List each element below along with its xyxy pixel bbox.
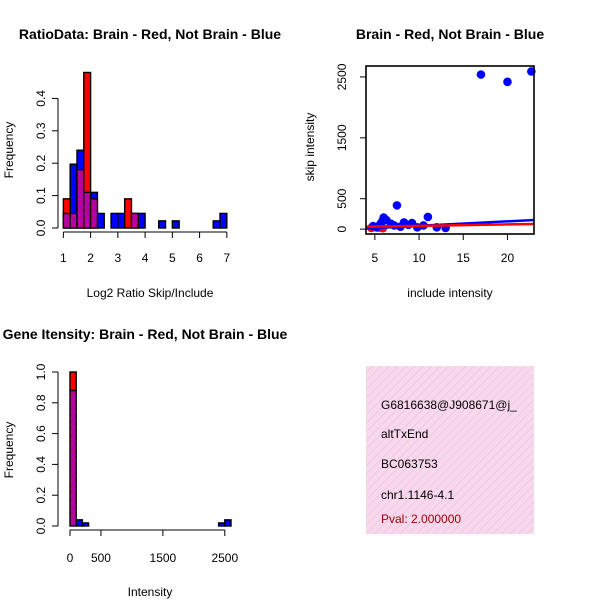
intensity-x-tick-label-3: 2500 — [211, 551, 238, 565]
intensity-y-tick-label-1: 0.2 — [34, 487, 48, 504]
intensity-not-brain-bar-2 — [81, 522, 90, 527]
overlap-hatch-4 — [90, 198, 98, 228]
ratio-x-tick-label-3: 4 — [142, 251, 149, 265]
intensity-scatter-xlabel: include intensity — [407, 286, 492, 300]
ratio-y-tick-label-0: 0.0 — [34, 219, 48, 236]
not-brain-bar-5 — [96, 212, 105, 229]
info-line-3: BC063753 — [381, 457, 438, 471]
ratio-x-tick-label-5: 6 — [196, 251, 203, 265]
overlap-hatch-1 — [70, 213, 77, 228]
brain-bar-3 — [83, 71, 92, 194]
ratio-x-tick-label-0: 1 — [60, 251, 67, 265]
not-brain-bar-6 — [110, 212, 119, 229]
intensity-scatter-ylabel: skip intensity — [303, 113, 317, 182]
scatter-point-19 — [423, 212, 433, 222]
fit-line-1 — [365, 222, 535, 228]
pval-text: Pval: 2.000000 — [381, 512, 461, 526]
intensity-histogram-title: Gene Itensity: Brain - Red, Not Brain - … — [3, 326, 288, 342]
brain-bar-0 — [62, 198, 71, 215]
intensity-x-tick-label-1: 500 — [91, 551, 111, 565]
info-line-2: altTxEnd — [381, 427, 428, 441]
ratio-y-tick-label-3: 0.3 — [34, 122, 48, 139]
scatter-y-tick-label-1: 500 — [335, 188, 349, 208]
not-brain-bar-7 — [117, 212, 126, 229]
info-line-1: G6816638@J908671@j_ — [381, 398, 517, 412]
ratio-x-tick-label-2: 3 — [115, 251, 122, 265]
intensity-scatter-title: Brain - Red, Not Brain - Blue — [356, 26, 544, 42]
ratio-histogram-xlabel: Log2 Ratio Skip/Include — [87, 286, 214, 300]
intensity-histogram-ylabel: Frequency — [2, 422, 16, 479]
info-panel-background — [366, 366, 534, 534]
info-panel: G6816638@J908671@j_ altTxEnd BC063753 ch… — [366, 366, 534, 534]
ratio-histogram-title: RatioData: Brain - Red, Not Brain - Blue — [19, 26, 281, 42]
intensity-not-brain-bar-4 — [224, 519, 232, 527]
overlap-hatch-2 — [76, 169, 84, 228]
overlap-hatch-3 — [83, 192, 91, 228]
ratio-y-tick-label-4: 0.4 — [34, 90, 48, 107]
not-brain-bar-13 — [219, 212, 228, 229]
ratio-x-tick-label-1: 2 — [87, 251, 94, 265]
ratio-x-tick-label-4: 5 — [169, 251, 176, 265]
intensity-not-brain-bar-1 — [75, 519, 84, 527]
scatter-y-tick-label-3: 2500 — [335, 63, 349, 90]
overlap-hatch-6 — [131, 213, 139, 228]
info-line-4: chr1.1146-4.1 — [381, 488, 454, 502]
scatter-point-22 — [476, 70, 486, 79]
ratio-y-tick-label-1: 0.1 — [34, 187, 48, 204]
intensity-not-brain-bar-3 — [217, 522, 226, 527]
scatter-frame — [365, 65, 535, 235]
scatter-point-12 — [392, 201, 402, 210]
ratio-y-tick-label-2: 0.2 — [34, 155, 48, 172]
scatter-x-tick-label-0: 5 — [371, 251, 378, 265]
overlap-hatch-0 — [63, 213, 71, 228]
intensity-brain-bar-0 — [69, 371, 77, 392]
intensity-x-tick-label-2: 1500 — [150, 551, 177, 565]
scatter-x-tick-label-3: 20 — [501, 251, 515, 265]
not-brain-bar-10 — [158, 220, 167, 229]
not-brain-bar-11 — [171, 220, 180, 229]
scatter-x-tick-label-1: 10 — [412, 251, 426, 265]
intensity-x-tick-label-0: 0 — [67, 551, 74, 565]
intensity-histogram-xlabel: Intensity — [128, 585, 173, 599]
scatter-y-tick-label-2: 1500 — [335, 124, 349, 151]
intensity-y-tick-label-0: 0.0 — [34, 517, 48, 534]
brain-bar-5 — [123, 198, 133, 229]
ratio-histogram-ylabel: Frequency — [2, 122, 16, 179]
scatter-x-tick-label-2: 15 — [457, 251, 471, 265]
ratio-histogram: RatioData: Brain - Red, Not Brain - Blue… — [2, 26, 281, 300]
scatter-point-23 — [503, 77, 512, 87]
intensity-overlap-hatch-0 — [70, 390, 77, 526]
ratio-x-tick-label-6: 7 — [223, 251, 230, 265]
not-brain-bar-9 — [137, 212, 146, 229]
intensity-y-tick-label-3: 0.6 — [34, 425, 48, 442]
intensity-y-tick-label-5: 1.0 — [34, 363, 48, 380]
not-brain-bar-12 — [212, 220, 221, 229]
intensity-scatter: Brain - Red, Not Brain - Blue include in… — [303, 26, 544, 300]
intensity-histogram: Gene Itensity: Brain - Red, Not Brain - … — [2, 326, 288, 599]
scatter-y-tick-label-0: 0 — [335, 225, 349, 232]
intensity-y-tick-label-2: 0.4 — [34, 456, 48, 473]
intensity-y-tick-label-4: 0.8 — [34, 394, 48, 411]
